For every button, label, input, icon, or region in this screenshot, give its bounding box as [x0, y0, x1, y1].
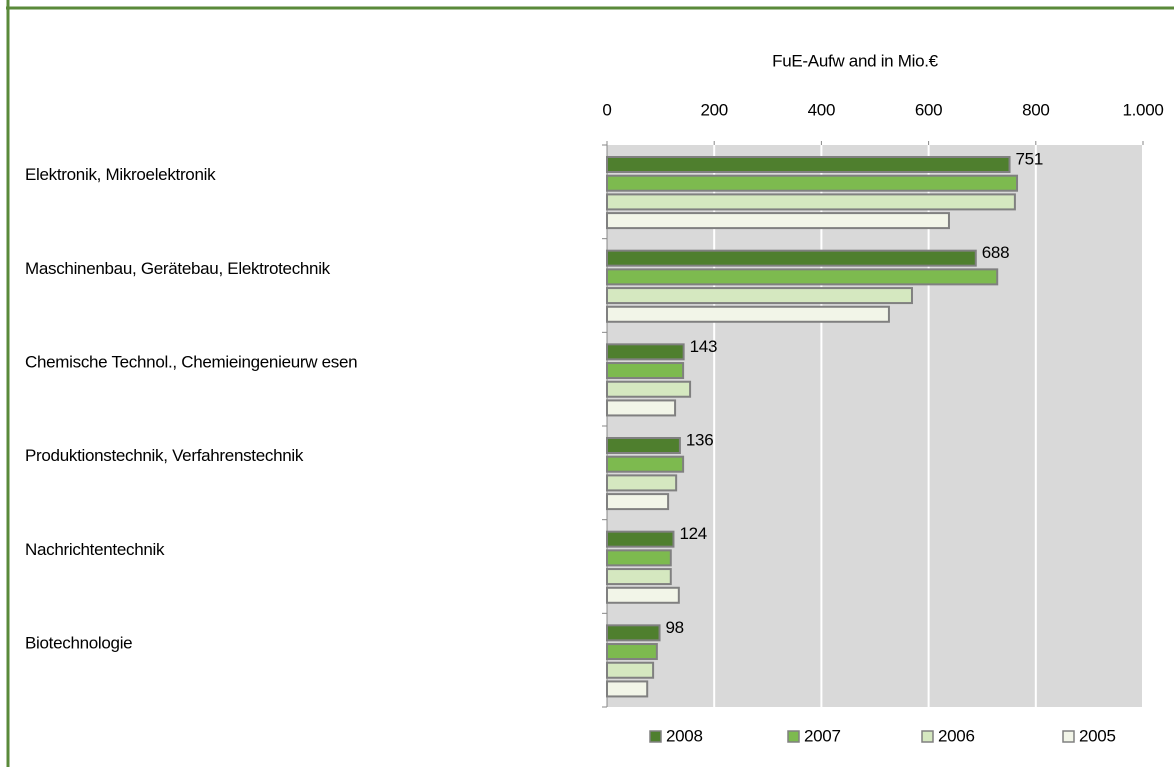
legend-swatch [649, 730, 662, 743]
legend-swatch [921, 730, 934, 743]
bar [606, 249, 977, 267]
bar [606, 455, 685, 473]
bar [606, 174, 1019, 192]
bar [606, 530, 675, 548]
axis-title: FuE-Aufw and in Mio.€ [772, 51, 939, 70]
bar [606, 343, 685, 361]
value-label: 143 [690, 337, 717, 356]
value-label: 98 [666, 618, 684, 637]
legend-swatch [1062, 730, 1075, 743]
value-label: 136 [686, 430, 713, 449]
plot-area [607, 145, 1143, 707]
bar [606, 549, 672, 567]
legend-label: 2007 [804, 726, 841, 745]
x-tick-label: 400 [808, 100, 835, 119]
bar [606, 156, 1011, 173]
bar [606, 568, 672, 586]
bar [606, 493, 670, 511]
bar [606, 193, 1016, 211]
legend-label: 2006 [938, 726, 975, 745]
x-tick-label: 200 [700, 100, 727, 119]
bar [606, 380, 692, 398]
legend-swatch [787, 730, 800, 743]
y-tick-label: Nachrichtentechnik [25, 540, 165, 559]
x-tick-label: 600 [915, 100, 942, 119]
y-tick-label: Maschinenbau, Gerätebau, Elektrotechnik [25, 259, 331, 278]
bar [606, 586, 680, 604]
y-tick-label: Produktionstechnik, Verfahrenstechnik [25, 446, 304, 465]
legend-label: 2005 [1079, 726, 1116, 745]
bar [606, 680, 649, 698]
x-tick-label: 800 [1022, 100, 1049, 119]
bar [606, 474, 678, 492]
y-tick-label: Biotechnologie [25, 634, 132, 653]
value-label: 751 [1016, 149, 1043, 168]
value-label: 688 [982, 243, 1009, 262]
legend-label: 2008 [666, 726, 703, 745]
bar [606, 624, 661, 642]
bar [606, 643, 658, 661]
y-tick-label: Elektronik, Mikroelektronik [25, 165, 216, 184]
bar [606, 212, 950, 230]
y-tick-label: Chemische Technol., Chemieingenieurw ese… [25, 353, 357, 372]
bar [606, 305, 890, 323]
bar [606, 268, 999, 286]
value-label: 124 [679, 524, 706, 543]
bar [606, 437, 681, 454]
x-tick-label: 0 [602, 100, 611, 119]
bar [606, 399, 677, 417]
x-tick-label: 1.000 [1122, 100, 1163, 119]
bar [606, 661, 655, 679]
bar [606, 287, 913, 305]
bar [606, 362, 685, 380]
